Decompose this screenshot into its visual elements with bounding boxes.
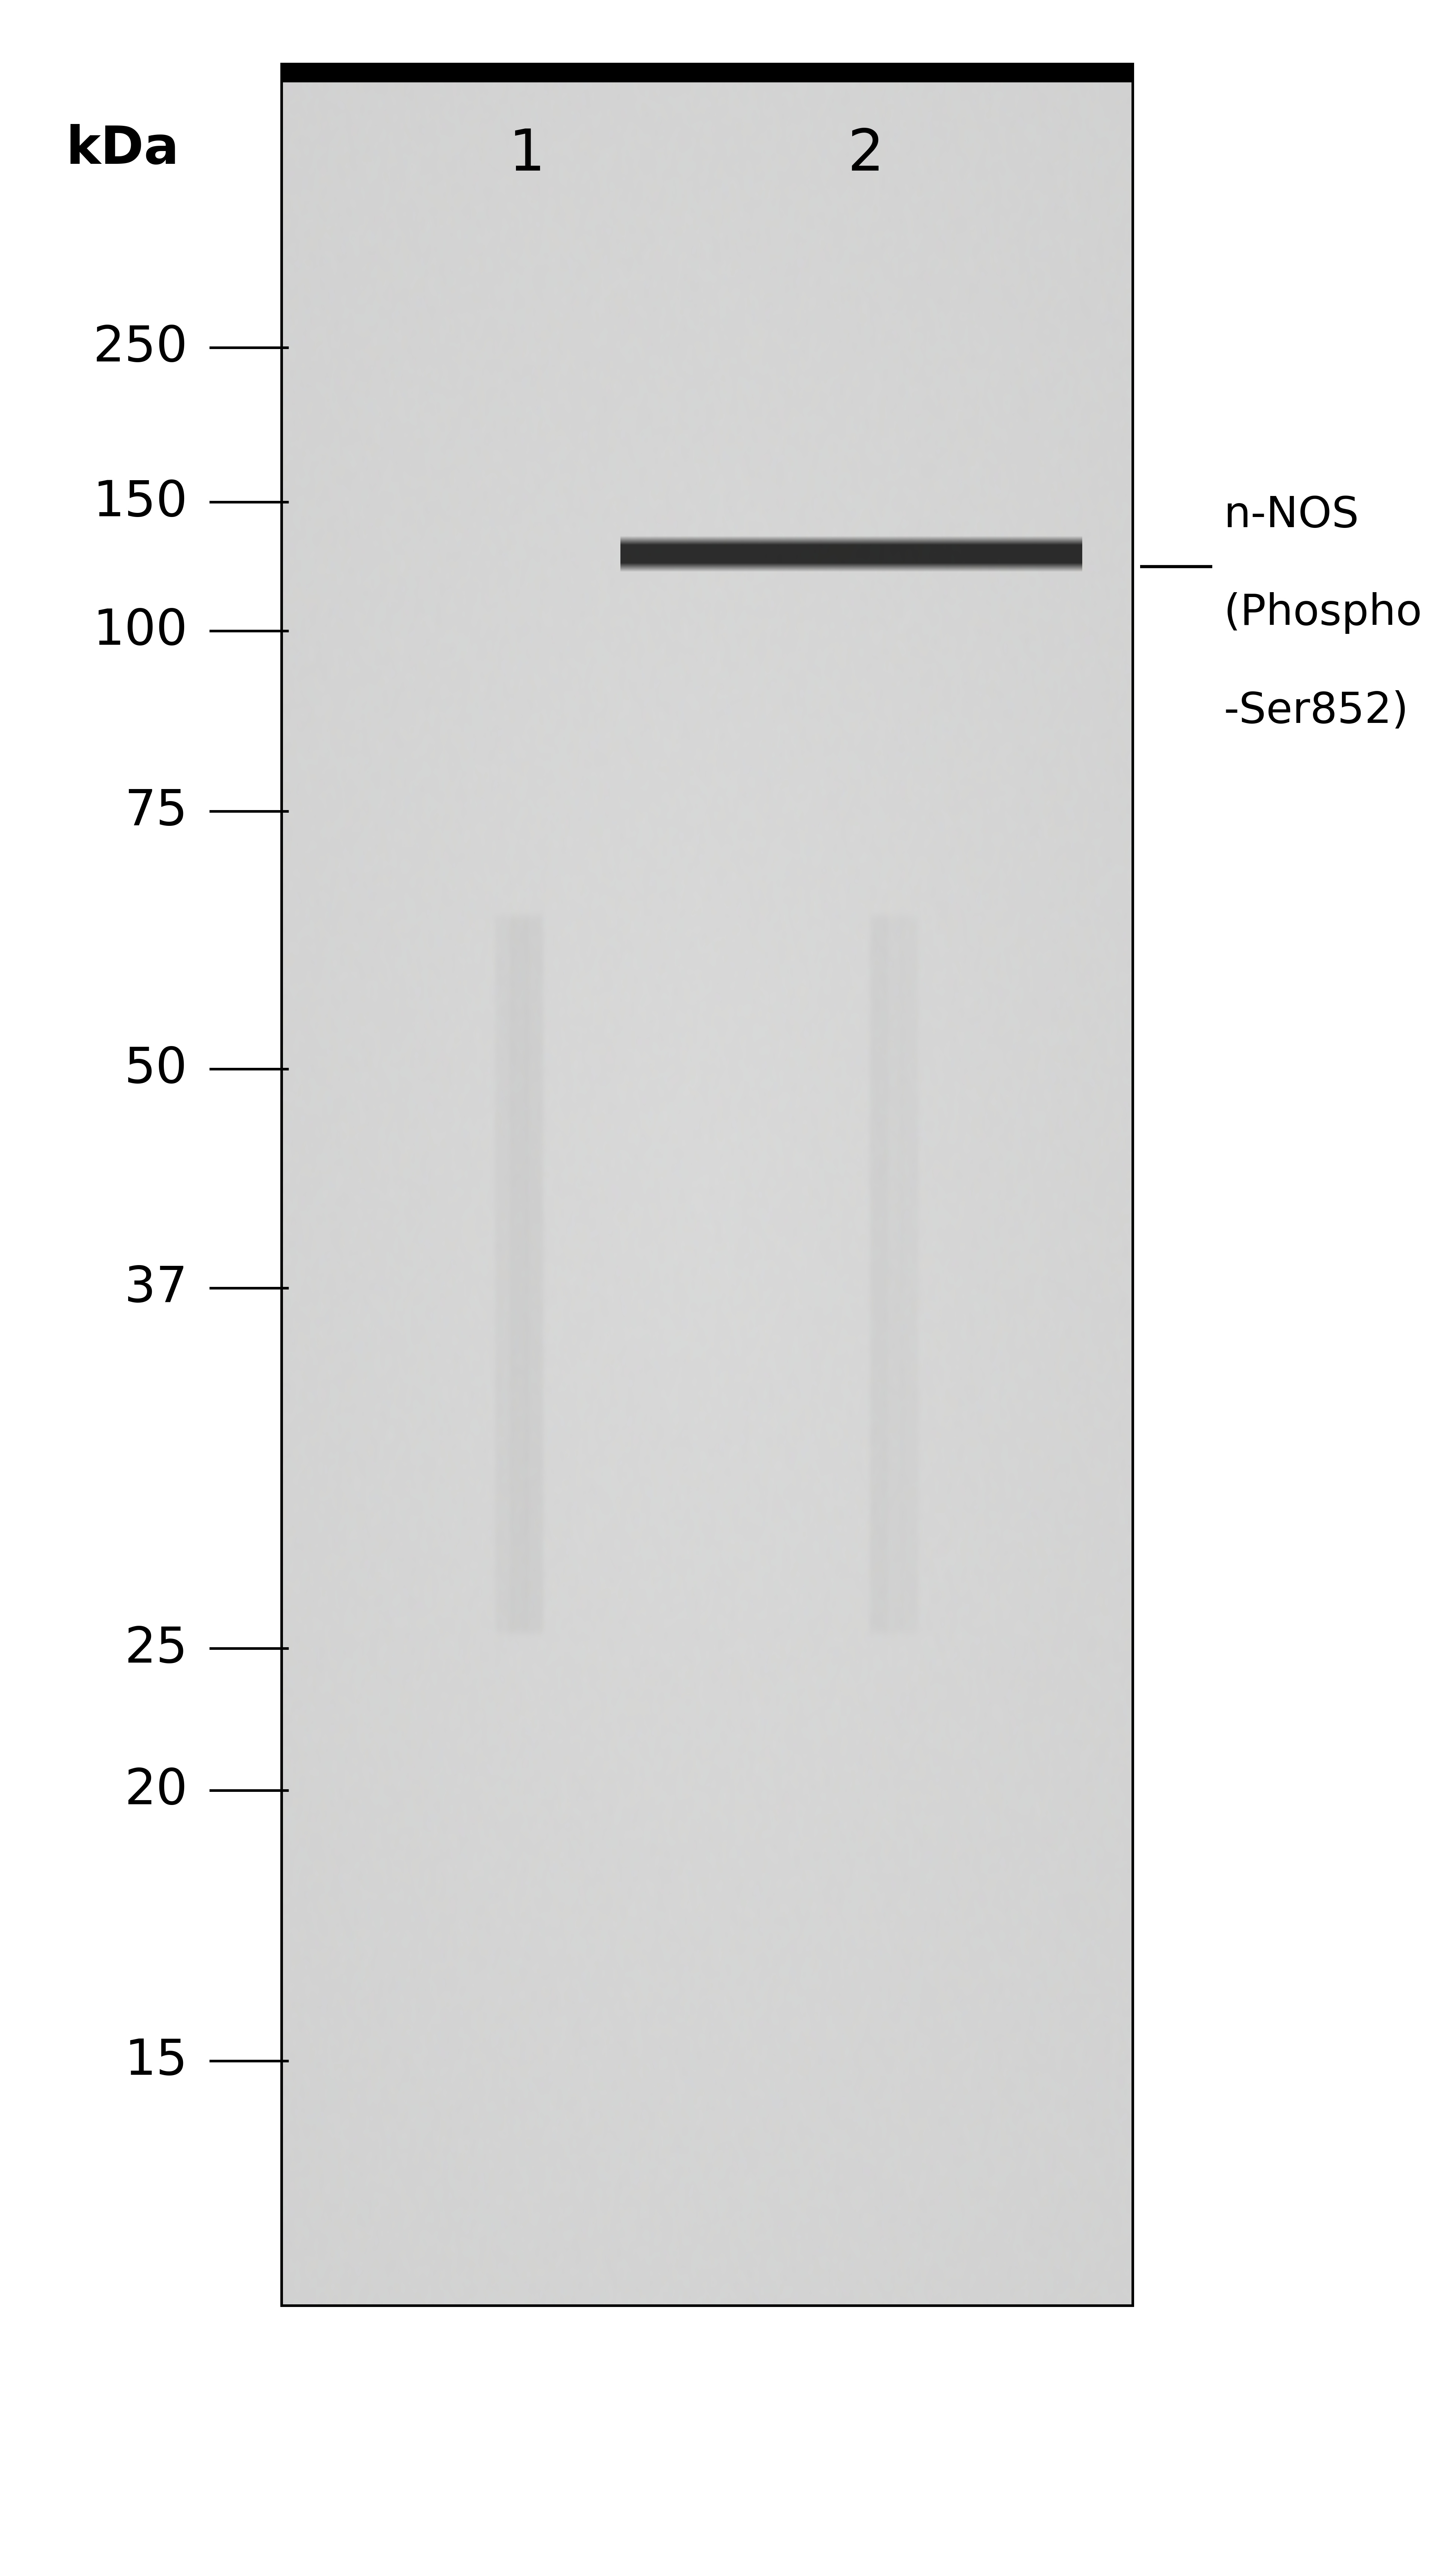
Bar (281, 64, 1133, 2306)
Text: (Phospho: (Phospho (1224, 592, 1423, 634)
Text: 20: 20 (124, 1767, 188, 1814)
Text: 37: 37 (124, 1265, 188, 1311)
Text: 50: 50 (124, 1046, 188, 1092)
Text: 1: 1 (508, 126, 545, 183)
Text: 150: 150 (92, 479, 188, 526)
Text: 2: 2 (847, 126, 885, 183)
Text: 25: 25 (124, 1625, 188, 1672)
Text: kDa: kDa (66, 124, 179, 175)
Text: 100: 100 (92, 608, 188, 654)
Text: n-NOS: n-NOS (1224, 495, 1359, 536)
Text: 250: 250 (92, 325, 188, 371)
Text: -Ser852): -Ser852) (1224, 690, 1408, 732)
Text: 75: 75 (124, 788, 188, 835)
Text: 15: 15 (124, 2038, 188, 2084)
